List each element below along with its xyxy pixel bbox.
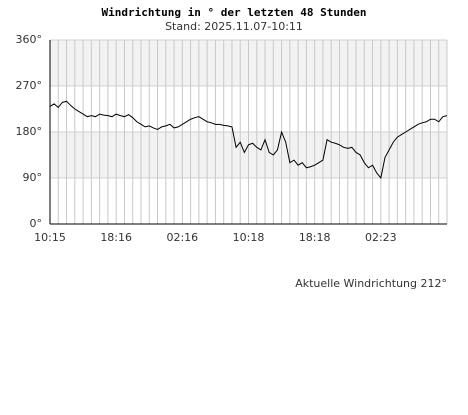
y-tick-label: 0° <box>30 217 43 230</box>
y-tick-label: 360° <box>16 33 43 46</box>
y-tick-label: 90° <box>23 171 43 184</box>
y-tick-label: 180° <box>16 125 43 138</box>
x-tick-label: 18:18 <box>299 231 331 244</box>
line <box>49 100 448 180</box>
chart-subtitle: Stand: 2025.11.07-10:11 <box>165 20 303 33</box>
annotation: Aktuelle Windrichtung 212° <box>295 277 447 290</box>
x-tick-label: 10:15 <box>34 231 66 244</box>
x-tick-label: 18:16 <box>100 231 132 244</box>
x-tick-label: 02:16 <box>166 231 198 244</box>
y-tick-label: 270° <box>16 79 43 92</box>
x-tick-label: 02:23 <box>365 231 397 244</box>
chart-title: Windrichtung in ° der letzten 48 Stunden <box>102 6 367 19</box>
x-tick-label: 10:18 <box>233 231 265 244</box>
